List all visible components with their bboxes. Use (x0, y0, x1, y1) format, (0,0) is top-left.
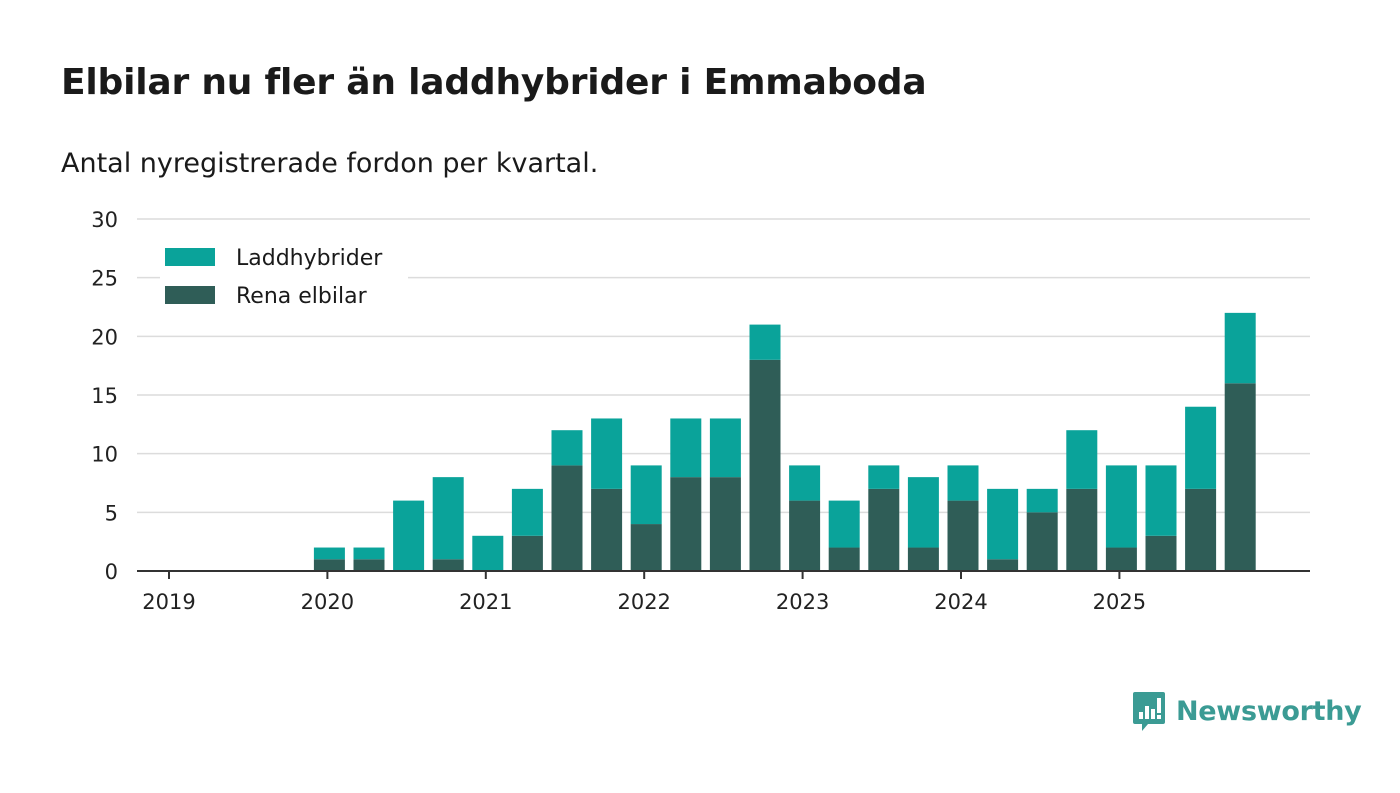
bar-laddhybrider (670, 418, 702, 478)
bar-laddhybrider (511, 488, 543, 536)
bar-laddhybrider (313, 547, 345, 560)
bar-rena-elbilar (789, 500, 821, 571)
bar-laddhybrider (1026, 488, 1058, 513)
legend-label-rena-elbilar: Rena elbilar (236, 284, 368, 309)
bars (313, 312, 1256, 571)
bar-laddhybrider (591, 418, 623, 489)
newsworthy-logo-icon (1133, 692, 1165, 731)
bar-rena-elbilar (1145, 535, 1177, 571)
y-tick-label: 5 (105, 501, 118, 525)
bar-laddhybrider (630, 465, 662, 525)
x-tick-label-2024: 2024 (934, 590, 987, 614)
y-axis-ticks: 0 5 10 15 20 25 30 (91, 208, 118, 584)
x-axis-ticks: 2019 2020 2021 2022 2023 2024 2025 (142, 571, 1146, 614)
bar-laddhybrider (868, 465, 900, 489)
bar-laddhybrider (828, 500, 860, 548)
bar-rena-elbilar (432, 559, 464, 571)
legend-swatch-rena-elbilar (165, 286, 215, 304)
y-tick-label: 15 (91, 384, 118, 408)
y-tick-label: 20 (91, 325, 118, 349)
bar-laddhybrider (789, 465, 821, 501)
x-tick-label-2025: 2025 (1093, 590, 1146, 614)
bar-laddhybrider (353, 547, 385, 560)
newsworthy-logo-text: Newsworthy (1176, 695, 1362, 727)
newsworthy-logo: Newsworthy (1132, 690, 1362, 732)
bar-rena-elbilar (551, 465, 583, 571)
x-tick-label-2022: 2022 (617, 590, 670, 614)
bar-laddhybrider (1066, 430, 1098, 489)
legend-label-laddhybrider: Laddhybrider (236, 246, 383, 271)
bar-laddhybrider (1224, 312, 1256, 384)
x-tick-label-2021: 2021 (459, 590, 512, 614)
x-tick-label-2019: 2019 (142, 590, 195, 614)
bar-laddhybrider (709, 418, 741, 478)
bar-laddhybrider (393, 500, 425, 571)
bar-rena-elbilar (1185, 488, 1217, 571)
bar-laddhybrider (472, 535, 504, 571)
bar-rena-elbilar (828, 547, 860, 571)
bar-rena-elbilar (670, 477, 702, 571)
chart-title: Elbilar nu fler än laddhybrider i Emmabo… (61, 62, 927, 103)
bar-rena-elbilar (353, 559, 385, 571)
bar-rena-elbilar (591, 488, 623, 571)
bar-rena-elbilar (1105, 547, 1137, 571)
bar-rena-elbilar (511, 535, 543, 571)
bar-rena-elbilar (313, 559, 345, 571)
bar-laddhybrider (1105, 465, 1137, 548)
bar-rena-elbilar (1066, 488, 1098, 571)
bar-rena-elbilar (907, 547, 939, 571)
y-tick-label: 25 (91, 267, 118, 291)
bar-laddhybrider (947, 465, 979, 501)
x-tick-label-2023: 2023 (776, 590, 829, 614)
bar-rena-elbilar (749, 359, 781, 571)
y-tick-label: 0 (105, 560, 118, 584)
bar-rena-elbilar (630, 524, 662, 571)
legend: Laddhybrider Rena elbilar (160, 240, 408, 310)
bar-laddhybrider (1145, 465, 1177, 536)
bar-laddhybrider (1185, 406, 1217, 489)
bar-rena-elbilar (709, 477, 741, 571)
bar-laddhybrider (749, 324, 781, 360)
bar-laddhybrider (432, 477, 464, 560)
bar-laddhybrider (907, 477, 939, 548)
bar-rena-elbilar (987, 559, 1019, 571)
y-tick-label: 10 (91, 443, 118, 467)
x-tick-label-2020: 2020 (301, 590, 354, 614)
y-tick-label: 30 (91, 208, 118, 232)
bar-rena-elbilar (947, 500, 979, 571)
bar-rena-elbilar (868, 488, 900, 571)
bar-rena-elbilar (1026, 512, 1058, 571)
bar-laddhybrider (987, 488, 1019, 560)
legend-swatch-laddhybrider (165, 248, 215, 266)
chart-subtitle: Antal nyregistrerade fordon per kvartal. (61, 148, 599, 179)
bar-laddhybrider (551, 430, 583, 466)
bar-rena-elbilar (1224, 383, 1256, 571)
